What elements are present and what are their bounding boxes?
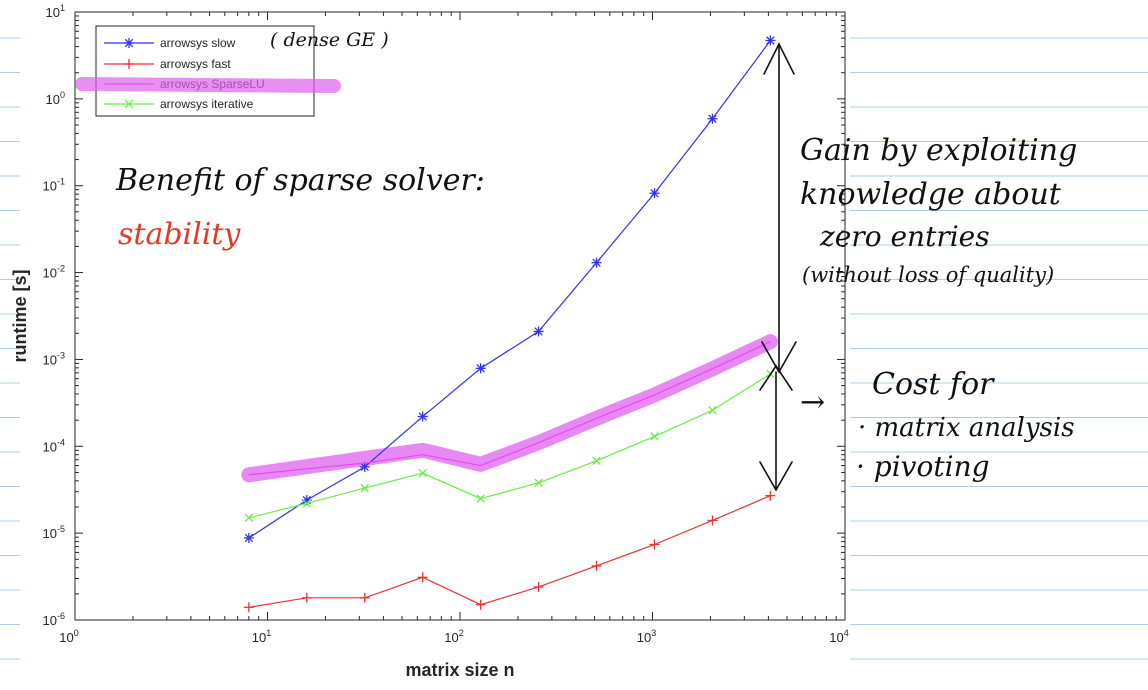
x-tick-label: 102 [444,628,463,645]
data-point-slow [649,188,660,199]
legend-highlight-stroke [75,77,341,93]
cost-item-2: · pivoting [856,450,990,483]
data-point-slow [591,257,602,268]
data-point-iterative [476,494,485,503]
handwritten-annotations: ( dense GE ) Benefit of sparse solver: s… [115,29,1077,492]
data-point-fast [359,592,370,603]
y-tick-label: 100 [46,90,65,107]
y-tick-label: 10-5 [43,524,65,541]
y-tick-label: 10-1 [43,177,65,194]
data-point-slow [417,411,428,422]
series-layer [243,35,776,613]
gain-double-arrow [761,42,797,374]
y-tick-label: 10-3 [43,350,65,367]
data-point-iterative [650,432,659,441]
y-tick-label: 10-2 [43,264,65,281]
gain-line-2: knowledge about [800,177,1062,212]
y-axis-label: runtime [s] [10,269,30,362]
legend-marker [124,38,134,48]
x-tick-label: 101 [252,628,271,645]
axis-ticks: 100 101 102 103 104 10-6 10-5 10-4 10-3 10-2 10-1 1… [43,3,849,645]
data-point-slow [765,35,776,46]
legend-label: arrowsys iterative [160,97,254,111]
series-fast [243,490,776,613]
data-point-iterative [302,499,312,508]
data-point-slow [533,326,544,337]
cost-double-arrow [759,364,793,492]
notebook-lines [0,37,1148,660]
benefit-text: Benefit of sparse solver: [115,163,485,198]
data-point-fast [301,592,312,603]
series-slow [243,35,776,543]
gain-line-4: (without loss of quality) [802,263,1054,287]
x-axis-label: matrix size n [405,660,514,680]
series-line-sparselu [248,341,771,476]
legend-label: arrowsys slow [160,36,236,50]
data-point-slow [243,532,254,543]
series-sparselu [248,341,771,476]
data-point-iterative [592,456,601,466]
legend-entry: arrowsys slow [104,36,236,50]
data-point-slow [475,363,486,374]
y-tick-label: 101 [46,3,65,20]
data-point-fast [649,539,660,550]
cost-item-1: · matrix analysis [858,413,1075,443]
data-point-fast [591,560,602,571]
stability-text: stability [118,217,241,252]
legend-entry: arrowsys iterative [104,97,254,111]
data-point-slow [707,113,718,124]
data-point-iterative [360,483,369,493]
gain-line-1: Gain by exploiting [800,133,1077,168]
data-point-fast [765,490,776,501]
data-point-fast [533,581,544,592]
legend-note: ( dense GE ) [270,29,389,51]
legend-marker [124,59,134,69]
x-tick-label: 100 [59,628,78,645]
x-tick-label: 103 [637,628,656,645]
series-line-iterative [248,373,771,519]
series-line-fast [248,495,771,608]
data-point-fast [707,515,718,526]
data-point-iterative [244,513,254,523]
legend-entry: arrowsys fast [104,57,231,71]
cost-title: Cost for [872,367,995,402]
data-point-fast [475,599,486,610]
data-point-iterative [418,468,427,478]
data-point-fast [417,572,428,583]
legend-label: arrowsys fast [160,57,231,71]
data-point-fast [243,602,254,613]
series-line-slow [248,40,771,539]
data-point-iterative [534,478,543,487]
x-tick-label: 104 [829,628,848,645]
data-point-iterative [708,406,717,415]
y-tick-label: 10-4 [43,437,65,454]
legend-marker [124,99,134,109]
cost-arrow: → [800,385,825,420]
gain-line-3: zero entries [819,220,990,253]
y-tick-label: 10-6 [43,611,65,628]
